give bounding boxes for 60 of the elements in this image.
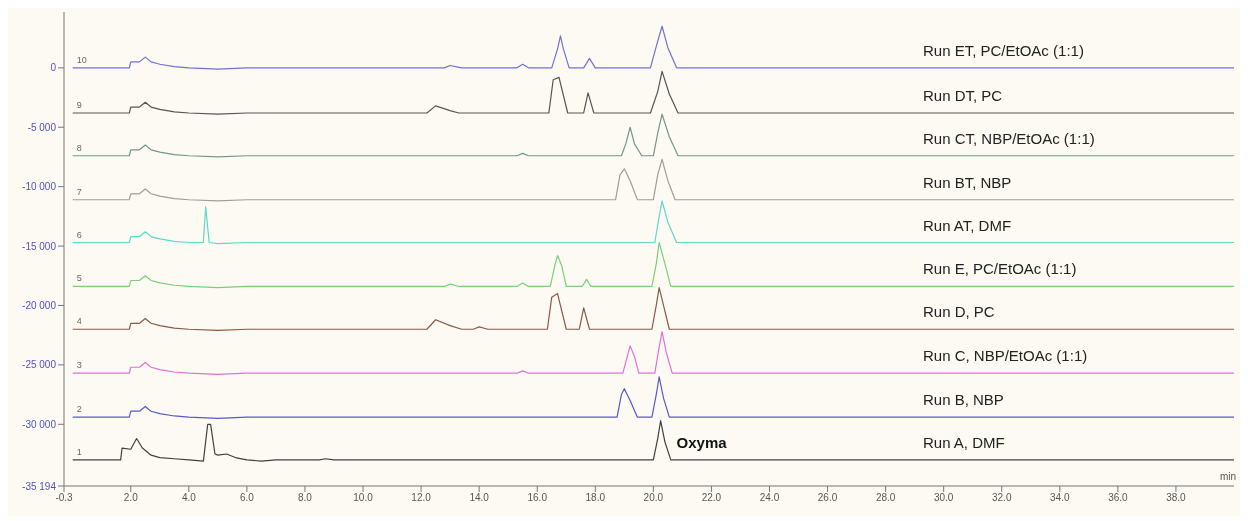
annotation: 7	[76, 186, 82, 197]
x-tick-label: 30.0	[933, 492, 954, 504]
x-tick-label: 10.0	[353, 492, 374, 504]
y-tick-label: -15 000	[22, 240, 57, 252]
line-series	[72, 25, 1234, 70]
x-tick-label: 34.0	[1050, 492, 1070, 504]
x-tick-label: 4.0	[181, 492, 197, 504]
series-label: Run ET, PC/EtOAc (1:1)	[923, 41, 1084, 59]
annotation: Oxyma	[676, 433, 727, 451]
line-series	[72, 331, 1234, 375]
line-series	[72, 287, 1234, 332]
y-tick-label: -30 000	[22, 418, 57, 430]
series-label: Run C, NBP/EtOAc (1:1)	[923, 347, 1088, 365]
series-label: Run BT, NBP	[923, 173, 1012, 191]
annotation: 6	[76, 229, 82, 240]
x-tick-label: 28.0	[875, 492, 896, 504]
series-label: Run A, DMF	[923, 433, 1005, 451]
y-tick-label: -35 194	[22, 480, 57, 492]
series-label: Run AT, DMF	[923, 216, 1012, 234]
x-tick-label: 24.0	[759, 492, 780, 504]
x-tick-label: 12.0	[411, 492, 432, 504]
line-series	[72, 158, 1234, 202]
series-label: Run E, PC/EtOAc (1:1)	[923, 260, 1077, 278]
x-tick-label: 14.0	[469, 492, 490, 504]
x-tick-label: 6.0	[239, 492, 255, 504]
y-tick-label: -20 000	[22, 300, 57, 312]
annotation: 5	[76, 273, 82, 284]
y-tick-label: -5 000	[27, 121, 57, 133]
x-tick-label: 36.0	[1108, 492, 1129, 504]
annotation: 8	[76, 142, 82, 153]
y-tick-label: 0	[50, 62, 57, 74]
line-series	[72, 241, 1234, 289]
x-tick-label: 26.0	[817, 492, 838, 504]
annotation: 1	[76, 446, 82, 457]
x-tick-label: -0.3	[55, 492, 74, 504]
x-axis-title: min	[1219, 471, 1236, 482]
x-tick-label: 20.0	[643, 492, 664, 504]
x-tick-label: 8.0	[298, 492, 313, 504]
annotation: 9	[76, 99, 82, 110]
line-series	[72, 113, 1234, 158]
series-label: Run CT, NBP/EtOAc (1:1)	[923, 129, 1095, 147]
annotation: 2	[76, 404, 82, 415]
x-tick-label: 38.0	[1166, 492, 1187, 504]
line-series	[72, 420, 1234, 462]
x-tick-label: 16.0	[527, 492, 548, 504]
y-tick-label: -25 000	[22, 359, 57, 371]
line-series	[72, 376, 1234, 419]
x-tick-label: 22.0	[701, 492, 722, 504]
annotation: 3	[76, 360, 82, 371]
annotation: 10	[76, 54, 87, 65]
line-series	[72, 70, 1234, 115]
x-tick-label: 2.0	[123, 492, 139, 504]
x-tick-label: 18.0	[585, 492, 606, 504]
line-series	[72, 200, 1234, 245]
series-label: Run B, NBP	[923, 391, 1004, 409]
series-label: Run DT, PC	[923, 86, 1003, 104]
annotation: 4	[76, 316, 82, 327]
y-tick-label: -10 000	[22, 181, 57, 193]
series-label: Run D, PC	[923, 303, 995, 321]
x-tick-label: 32.0	[992, 492, 1012, 504]
